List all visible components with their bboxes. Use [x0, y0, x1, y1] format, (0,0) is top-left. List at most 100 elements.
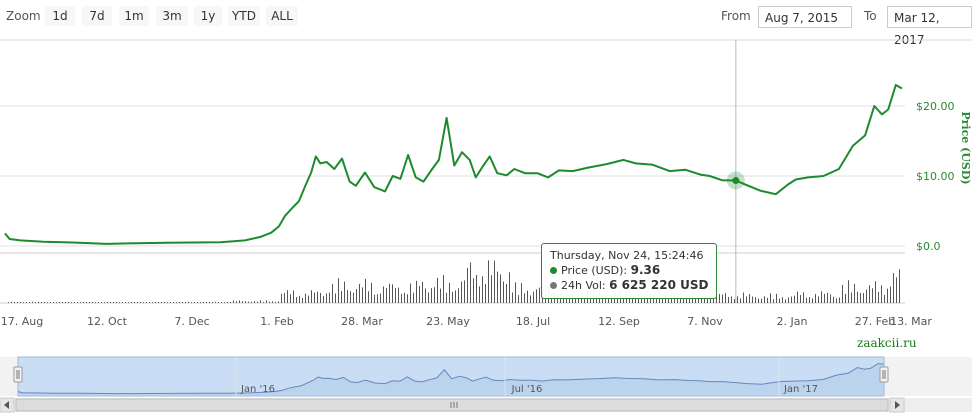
navigator-tick-2: Jan '17	[783, 384, 818, 395]
range-button-1y[interactable]: 1y	[194, 6, 222, 26]
volume-bar	[374, 294, 375, 303]
volume-bar	[41, 302, 42, 303]
range-button-1d[interactable]: 1d	[45, 6, 75, 26]
range-button-3m[interactable]: 3m	[156, 6, 188, 26]
volume-bar	[284, 292, 285, 303]
volume-bar	[845, 293, 846, 303]
scrollbar-thumb[interactable]	[15, 398, 889, 412]
volume-bar	[752, 296, 753, 303]
volume-bar	[389, 283, 390, 303]
volume-bar	[365, 278, 366, 303]
range-button-7d[interactable]: 7d	[82, 6, 112, 26]
volume-bar	[503, 281, 504, 303]
volume-bar	[860, 292, 861, 303]
navigator-left-handle[interactable]	[13, 366, 23, 383]
volume-bar	[272, 301, 273, 303]
volume-bar	[725, 293, 726, 303]
volume-bar	[362, 287, 363, 303]
volume-bar	[497, 271, 498, 303]
volume-bar	[476, 274, 477, 303]
x-tick-label-0: 17. Aug	[1, 315, 43, 328]
range-button-ytd[interactable]: YTD	[228, 6, 260, 26]
volume-bar	[83, 301, 84, 303]
volume-bar	[821, 291, 822, 303]
tooltip: Thursday, Nov 24, 15:24:46 Price (USD): …	[541, 243, 717, 299]
range-button-1m[interactable]: 1m	[119, 6, 149, 26]
navigator-right-handle[interactable]	[879, 366, 889, 383]
volume-bar	[872, 288, 873, 303]
x-tick-label-11: 13. Mar	[890, 315, 932, 328]
volume-bar	[149, 302, 150, 303]
volume-bar	[776, 293, 777, 303]
volume-bar	[146, 302, 147, 303]
volume-bar	[26, 302, 27, 303]
volume-bar	[686, 296, 687, 303]
volume-bar	[281, 293, 282, 303]
volume-bar	[812, 298, 813, 303]
volume-bar	[455, 290, 456, 303]
volume-bar	[590, 296, 591, 303]
x-tick-label-10: 27. Feb	[855, 315, 895, 328]
volume-bar	[98, 302, 99, 303]
volume-bar	[359, 283, 360, 303]
navigator-tick-1: Jul '16	[511, 384, 543, 395]
volume-bar	[749, 294, 750, 303]
volume-bar	[143, 302, 144, 303]
volume-bar	[56, 302, 57, 303]
volume-bar	[107, 302, 108, 303]
volume-bar	[314, 292, 315, 303]
volume-bar	[302, 297, 303, 303]
volume-bar	[377, 294, 378, 303]
volume-bar	[101, 302, 102, 303]
x-tick-label-1: 12. Oct	[87, 315, 128, 328]
volume-bar	[227, 302, 228, 303]
volume-bar	[410, 283, 411, 303]
volume-bar	[428, 292, 429, 303]
volume-bar	[578, 295, 579, 303]
volume-bar	[164, 302, 165, 303]
volume-bar	[29, 302, 30, 303]
volume-bar	[761, 298, 762, 303]
volume-bar	[275, 301, 276, 303]
volume-bar	[737, 296, 738, 303]
volume-bar	[230, 302, 231, 303]
volume-bar	[899, 269, 900, 303]
volume-bar	[488, 260, 489, 303]
volume-bar	[632, 297, 633, 303]
zoom-label: Zoom	[6, 9, 41, 23]
volume-bar	[116, 302, 117, 303]
volume-bar	[32, 301, 33, 303]
volume-bar	[260, 300, 261, 303]
volume-bar	[92, 302, 93, 303]
volume-bar	[680, 296, 681, 303]
tooltip-volume-value: 6 625 220 USD	[609, 278, 709, 292]
volume-bar	[368, 291, 369, 303]
range-button-all[interactable]: ALL	[266, 6, 298, 26]
volume-bar	[824, 293, 825, 303]
volume-bar	[635, 297, 636, 303]
volume-bar	[740, 298, 741, 303]
volume-bar	[683, 298, 684, 303]
tooltip-volume-label: 24h Vol:	[561, 279, 606, 292]
volume-bar	[50, 302, 51, 303]
volume-bar	[320, 292, 321, 303]
volume-bar	[224, 302, 225, 303]
scrollbar-grip-icon	[450, 402, 458, 408]
volume-bar	[44, 302, 45, 303]
volume-bar	[746, 296, 747, 303]
volume-bar	[584, 296, 585, 303]
volume-bar	[23, 302, 24, 303]
volume-bar	[608, 296, 609, 303]
volume-bar	[188, 301, 189, 303]
volume-bar	[251, 301, 252, 303]
from-date-input[interactable]: Aug 7, 2015	[758, 6, 852, 28]
volume-bar	[836, 298, 837, 303]
volume-bar	[278, 301, 279, 303]
volume-bar	[323, 295, 324, 303]
volume-bar	[464, 280, 465, 303]
scroll-right-arrow-icon	[895, 401, 900, 409]
volume-bar	[104, 302, 105, 303]
volume-bar	[140, 302, 141, 303]
volume-bar	[299, 295, 300, 303]
volume-bar	[446, 292, 447, 303]
